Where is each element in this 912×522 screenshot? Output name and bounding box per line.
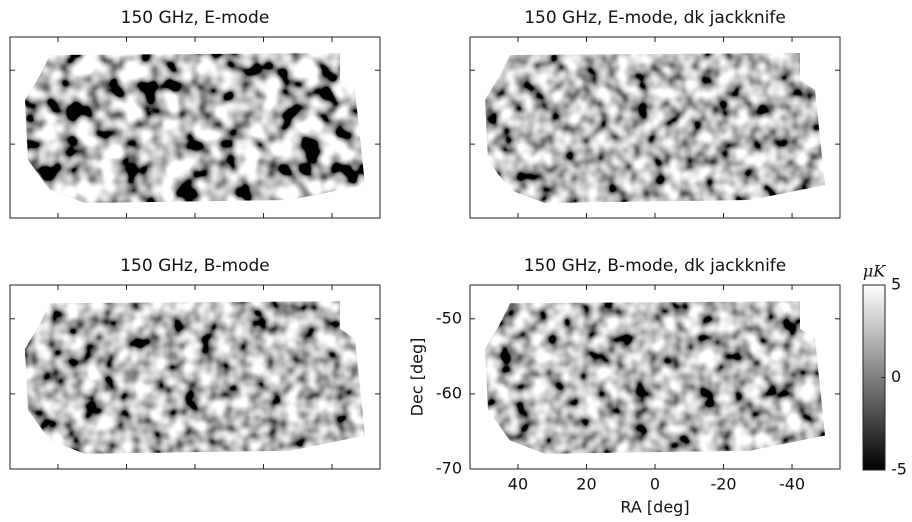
map-image [485, 301, 825, 454]
x-tick-label: -40 [779, 475, 805, 494]
map-image [25, 301, 365, 454]
y-tick-label: -50 [436, 308, 462, 327]
y-axis-label: Dec [deg] [408, 338, 427, 417]
panel-title: 150 GHz, E-mode, dk jackknife [524, 8, 786, 28]
y-tick-label: -60 [436, 383, 462, 402]
x-tick-label: 0 [650, 475, 660, 494]
x-tick-label: -20 [710, 475, 736, 494]
x-tick-label: 20 [576, 475, 596, 494]
colorbar-tick-label: -5 [891, 460, 907, 479]
panel-title: 150 GHz, B-mode, dk jackknife [524, 256, 787, 276]
panel-title: 150 GHz, B-mode [120, 256, 270, 276]
colorbar-tick-label: 5 [891, 275, 901, 294]
map-image [25, 53, 365, 203]
x-tick-label: 40 [508, 475, 528, 494]
x-axis-label: RA [deg] [620, 498, 689, 517]
map-image [485, 53, 825, 203]
colorbar-tick-label: 0 [891, 367, 901, 386]
colorbar-label: μK [863, 262, 886, 281]
y-tick-label: -70 [436, 459, 462, 478]
panel-title: 150 GHz, E-mode [121, 8, 270, 28]
